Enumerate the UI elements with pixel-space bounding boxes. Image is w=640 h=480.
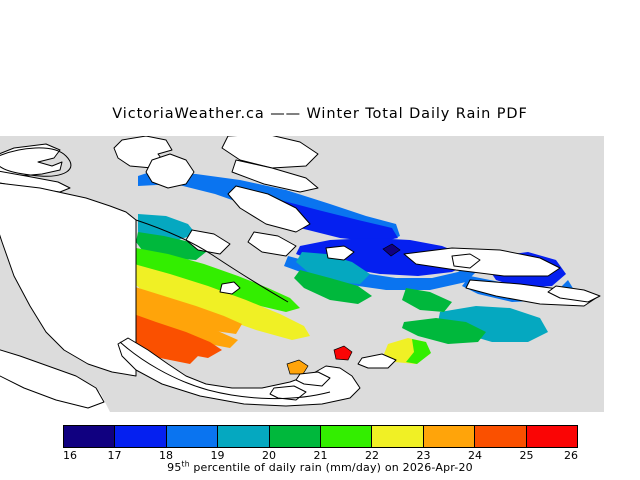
region-southeast-green-fringe	[402, 288, 452, 312]
colorbar-tick-16: 16	[63, 449, 77, 462]
coastline-south-sweep	[119, 341, 331, 400]
land-south-islet-c	[269, 385, 307, 401]
colorbar-segment-16-17	[64, 426, 116, 447]
land-central-notch	[219, 281, 241, 295]
colorbar-ticks: 16 17 18 19 20 21 22 23 24 25 26	[63, 449, 578, 463]
region-southwest-orange-band-2	[128, 302, 238, 348]
colorbar-tick-17: 17	[107, 449, 122, 462]
land-northwest-arm	[0, 170, 71, 193]
region-southeast-island-green-half	[406, 339, 431, 364]
colorbar-wrap	[63, 425, 582, 452]
region-east-basin-core-b	[284, 256, 478, 290]
region-central-green-fringe-2	[294, 270, 372, 304]
colorbar-segment-22-23	[372, 426, 424, 447]
land-southwest-coast	[0, 349, 105, 409]
colorbar	[63, 425, 578, 448]
land-east-tall-island	[227, 185, 311, 233]
region-central-channel-teal	[138, 214, 196, 240]
land-south-islet-a	[357, 353, 397, 369]
colorbar-segment-19-20	[218, 426, 270, 447]
colorbar-segment-20-21	[269, 426, 322, 447]
land-east-basin-gap-b	[451, 253, 481, 269]
region-southwest-green-band	[134, 248, 300, 312]
land-narrow-channel-island	[231, 159, 319, 193]
caption-rest: percentile of daily rain (mm/day) on 202…	[189, 461, 473, 474]
land-far-east-tip	[465, 279, 597, 307]
land-north-island-b	[145, 153, 195, 189]
land-east-basin-gap-a	[325, 245, 355, 261]
region-small-island-orange-patch	[286, 359, 309, 375]
page-title: VictoriaWeather.ca —— Winter Total Daily…	[112, 106, 528, 122]
caption-prefix: 95	[167, 461, 182, 474]
region-southwest-orange-band	[130, 286, 242, 334]
colorbar-tick-24: 24	[468, 449, 482, 462]
colorbar-tick-18: 18	[159, 449, 173, 462]
colorbar-segment-17-18	[115, 426, 167, 447]
landmasses	[0, 136, 601, 412]
region-southwest-deep-orange-band-2	[124, 326, 198, 364]
region-east-basin-deep-spot	[382, 243, 401, 257]
caption-superscript: th	[181, 459, 190, 469]
region-central-green-fringe-3	[402, 318, 486, 344]
land-far-northeast	[403, 247, 561, 277]
region-southwest-deep-orange-band	[126, 312, 222, 358]
land-centre-isle-a	[247, 231, 297, 257]
colorbar-segment-24-25	[475, 426, 527, 447]
colorbar-caption: 95th percentile of daily rain (mm/day) o…	[0, 459, 640, 474]
contour-map	[0, 136, 604, 412]
land-main-west-body	[0, 182, 137, 377]
map-panel	[0, 136, 604, 412]
colorbar-segment-25-26	[526, 426, 578, 447]
region-south-island-red-spot	[333, 345, 353, 361]
land-south-islet-b	[295, 371, 331, 387]
colorbar-tick-20: 20	[262, 449, 276, 462]
colorbar-tick-21: 21	[313, 449, 328, 462]
region-central-channel-teal-2	[296, 252, 370, 284]
colorbar-tick-23: 23	[416, 449, 431, 462]
region-southwest-yellow-band	[132, 264, 310, 340]
land-far-east-islet	[547, 285, 601, 303]
colorbar-segment-21-22	[321, 426, 373, 447]
colorbar-tick-26: 26	[564, 449, 578, 462]
colorbar-segment-18-19	[166, 426, 219, 447]
colorbar-segment-23-24	[423, 426, 476, 447]
coastline-nw	[0, 147, 72, 177]
colorbar-tick-22: 22	[365, 449, 379, 462]
coastline-detail	[0, 147, 331, 400]
colorbar-tick-19: 19	[210, 449, 225, 462]
coastline-mid-channel	[135, 219, 289, 303]
colorbar-tick-25: 25	[519, 449, 534, 462]
land-northeast-island	[221, 136, 319, 169]
